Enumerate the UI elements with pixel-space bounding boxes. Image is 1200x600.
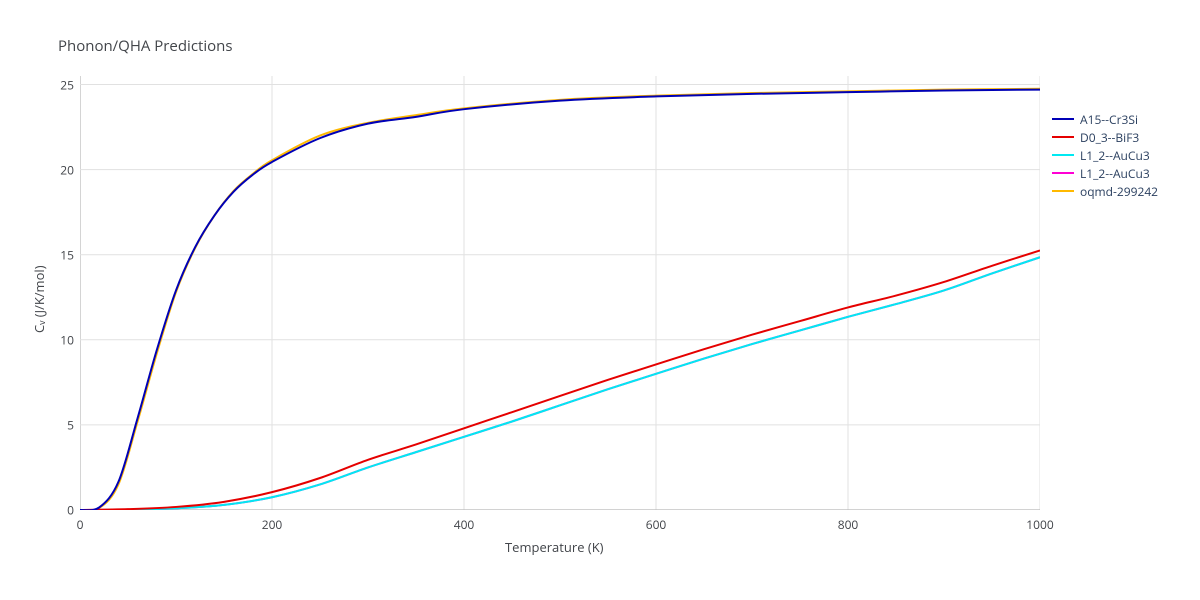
plot-svg [80, 76, 1040, 510]
y-tick-label: 25 [52, 76, 74, 93]
y-tick-label: 20 [52, 161, 74, 178]
series-line[interactable] [80, 90, 1040, 510]
y-tick-label: 5 [52, 416, 74, 433]
legend-swatch [1052, 172, 1074, 174]
legend-label: A15--Cr3Si [1080, 111, 1138, 128]
y-tick-label: 0 [52, 502, 74, 519]
legend-item[interactable]: oqmd-299242 [1052, 182, 1158, 200]
series-line[interactable] [80, 89, 1040, 510]
x-tick-label: 200 [262, 516, 283, 533]
legend-swatch [1052, 118, 1074, 120]
x-tick-label: 400 [454, 516, 475, 533]
legend-swatch [1052, 154, 1074, 156]
x-axis-label: Temperature (K) [505, 538, 604, 556]
x-tick-label: 600 [646, 516, 667, 533]
legend-swatch [1052, 136, 1074, 138]
x-tick-label: 800 [838, 516, 859, 533]
legend[interactable]: A15--Cr3SiD0_3--BiF3L1_2--AuCu3L1_2--AuC… [1052, 110, 1158, 200]
series-line[interactable] [80, 250, 1040, 510]
legend-item[interactable]: A15--Cr3Si [1052, 110, 1158, 128]
legend-label: oqmd-299242 [1080, 183, 1158, 200]
x-tick-label: 0 [77, 516, 84, 533]
y-tick-label: 10 [52, 331, 74, 348]
legend-item[interactable]: L1_2--AuCu3 [1052, 146, 1158, 164]
y-tick-label: 15 [52, 246, 74, 263]
legend-item[interactable]: D0_3--BiF3 [1052, 128, 1158, 146]
legend-label: L1_2--AuCu3 [1080, 147, 1150, 164]
chart-title: Phonon/QHA Predictions [58, 36, 233, 56]
legend-label: L1_2--AuCu3 [1080, 165, 1150, 182]
y-axis-label: Cᵥ (J/K/mol) [30, 265, 48, 333]
legend-swatch [1052, 190, 1074, 192]
plot-area[interactable] [80, 76, 1040, 510]
legend-item[interactable]: L1_2--AuCu3 [1052, 164, 1158, 182]
legend-label: D0_3--BiF3 [1080, 129, 1139, 146]
x-tick-label: 1000 [1026, 516, 1053, 533]
